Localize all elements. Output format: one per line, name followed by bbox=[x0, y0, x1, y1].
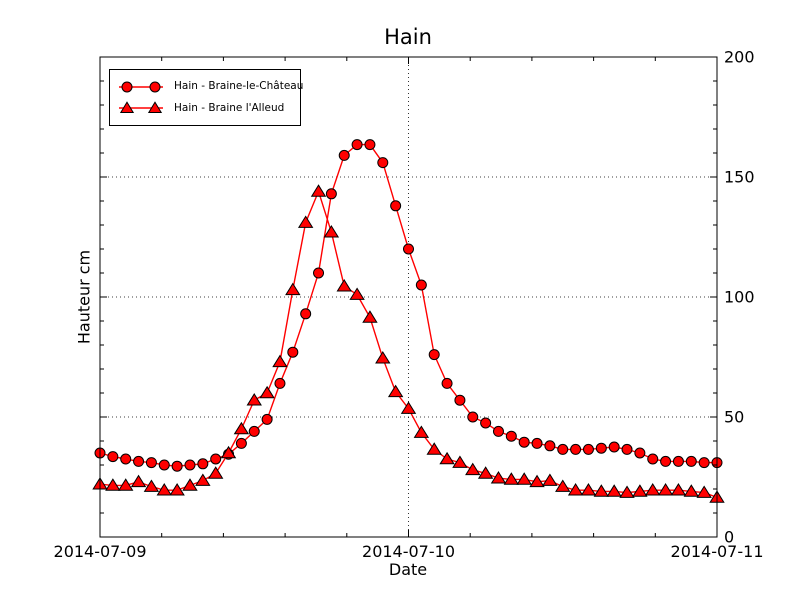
legend-label: Hain - Braine-le-Château bbox=[174, 80, 304, 93]
legend-entry-braine-l-alleud: Hain - Braine l'Alleud bbox=[117, 101, 300, 115]
triangle-line-marker-icon bbox=[119, 101, 163, 114]
y-tick-label: 200 bbox=[724, 47, 755, 67]
y-tick-label: 0 bbox=[724, 527, 735, 547]
series-markers-1 bbox=[92, 184, 725, 503]
x-tick-label: 2014-07-10 bbox=[362, 542, 455, 561]
chart-title: Hain bbox=[384, 25, 432, 49]
legend: Hain - Braine-le-Château Hain - Braine l… bbox=[109, 69, 304, 126]
y-tick-label: 50 bbox=[724, 407, 745, 427]
y-tick-label: 100 bbox=[724, 287, 755, 307]
grid-lines bbox=[100, 57, 717, 537]
legend-entry-braine-le-chateau: Hain - Braine-le-Château bbox=[117, 80, 304, 94]
circle-line-marker-icon bbox=[119, 81, 163, 93]
plot-border bbox=[99, 56, 718, 538]
y-tick-label: 150 bbox=[724, 167, 755, 187]
legend-label: Hain - Braine l'Alleud bbox=[174, 102, 285, 115]
x-axis-label: Date bbox=[388, 560, 428, 579]
x-tick-label: 2014-07-11 bbox=[670, 542, 764, 561]
x-tick-label: 2014-07-09 bbox=[53, 542, 147, 561]
